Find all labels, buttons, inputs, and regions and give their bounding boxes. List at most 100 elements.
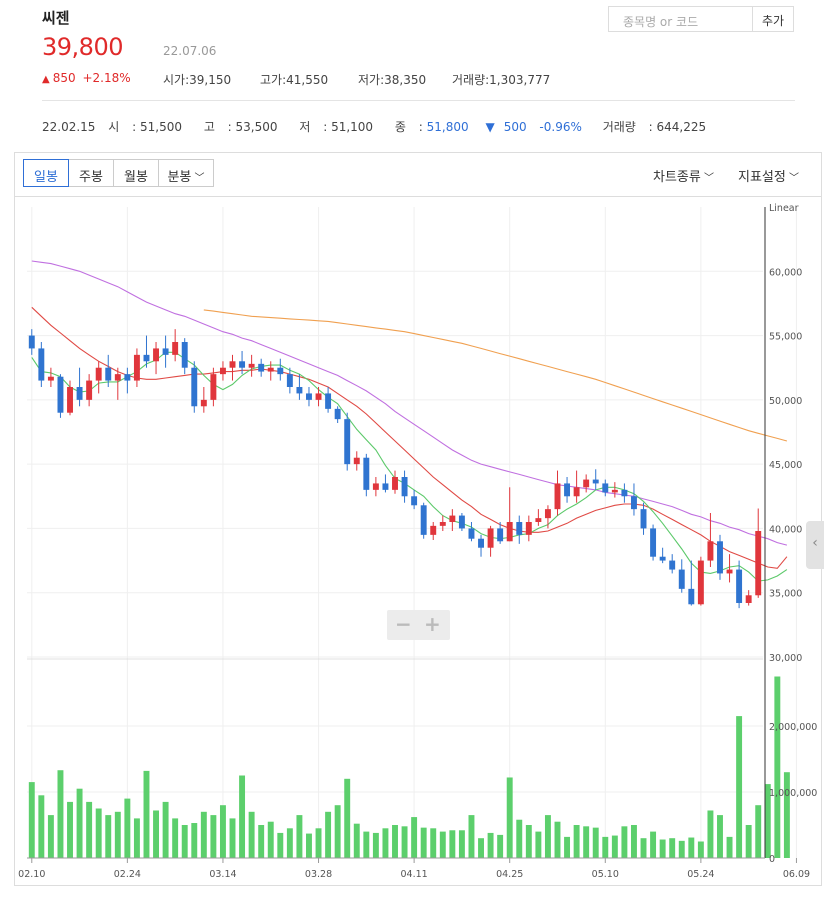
x-tick-label: 05.24: [687, 869, 714, 880]
candle-body: [229, 361, 236, 368]
candle-body: [277, 367, 284, 375]
candle-body: [267, 367, 274, 372]
volume-bar: [688, 837, 695, 858]
candle-body: [736, 569, 743, 603]
volume-bar: [172, 818, 179, 858]
candle: [630, 483, 637, 516]
candle-body: [172, 342, 179, 355]
high-label: 고가: [260, 73, 283, 87]
candle-body: [659, 556, 666, 561]
indicator-menu[interactable]: 지표설정 ﹀: [738, 170, 800, 185]
candle: [372, 477, 379, 497]
volume-bar: [697, 841, 704, 858]
candle-body: [248, 363, 255, 368]
candle-body: [525, 522, 532, 535]
volume-bar: [382, 828, 389, 858]
candle-body: [487, 528, 494, 548]
open-value: 39,150: [189, 73, 232, 87]
current-price: 39,800: [42, 33, 123, 61]
candle: [602, 479, 609, 497]
volume-label: 거래량: [452, 73, 486, 87]
candle: [153, 342, 160, 375]
candle: [717, 534, 723, 580]
volume-bar: [334, 805, 341, 858]
volume-bar: [430, 828, 437, 858]
volume-bar: [669, 838, 676, 858]
candle: [726, 554, 733, 583]
candle-body: [315, 393, 322, 400]
candle-body: [401, 477, 408, 497]
candle-body: [478, 538, 484, 548]
hover-change: ▼ 500 -0.96%: [485, 120, 582, 134]
volume-tick-label: 2,000,000: [769, 722, 817, 733]
volume-bar: [133, 818, 140, 858]
candle-body: [114, 374, 121, 381]
candle: [38, 342, 45, 387]
candle: [28, 329, 35, 355]
price-change: ▲ 850 +2.18%: [42, 71, 131, 85]
volume-bar: [564, 836, 571, 858]
chart-type-menu[interactable]: 차트종류 ﹀: [653, 170, 715, 185]
tab-minute[interactable]: 분봉 ﹀: [158, 159, 214, 187]
volume-bar: [258, 825, 265, 858]
volume-bar: [621, 826, 628, 858]
candle-body: [468, 528, 475, 539]
hover-quote-row: 22.02.15 시 : 51,500 고 : 53,500 저 : 51,10…: [42, 118, 724, 135]
x-tick-label: 05.10: [592, 869, 619, 880]
volume-bar: [363, 831, 370, 858]
candle: [430, 522, 437, 540]
candle: [458, 513, 465, 531]
candle-body: [602, 483, 609, 493]
volume-bar: [200, 811, 207, 858]
candle: [248, 354, 255, 377]
candle-body: [296, 387, 303, 394]
low-label: 저가: [358, 73, 381, 87]
candle: [200, 387, 207, 413]
candle-body: [124, 374, 131, 381]
candle-body: [583, 479, 590, 488]
candle: [697, 556, 704, 606]
add-button[interactable]: 추가: [753, 6, 794, 32]
zoom-in-button[interactable]: +: [424, 612, 441, 636]
candle: [439, 515, 446, 531]
tab-daily[interactable]: 일봉: [23, 159, 69, 187]
candle-body: [286, 374, 293, 387]
tab-weekly[interactable]: 주봉: [68, 159, 114, 187]
candle: [382, 474, 389, 493]
volume-bar: [659, 839, 666, 858]
volume-bar: [143, 770, 150, 858]
candle-body: [449, 515, 456, 522]
price-tick-label: 40,000: [769, 524, 802, 535]
candle-body: [411, 496, 418, 506]
candle: [468, 522, 475, 542]
volume-tick-label: 1,000,000: [769, 788, 817, 799]
candle: [315, 387, 322, 407]
candle-body: [497, 528, 504, 542]
candle-body: [76, 387, 83, 400]
candle: [650, 524, 657, 561]
candle-body: [458, 515, 465, 529]
volume-value: 1,303,777: [489, 73, 551, 87]
search-input[interactable]: 종목명 or 코드: [608, 6, 753, 32]
candle: [267, 361, 274, 381]
volume-bar: [583, 826, 590, 858]
candle-body: [38, 348, 45, 381]
candle: [573, 470, 580, 503]
zoom-control: − +: [387, 610, 450, 640]
volume-bar: [38, 795, 45, 858]
side-panel-toggle[interactable]: ‹: [806, 521, 824, 569]
tab-monthly[interactable]: 월봉: [113, 159, 159, 187]
zoom-out-button[interactable]: −: [395, 612, 412, 636]
candle: [143, 335, 150, 368]
candle-body: [325, 393, 332, 409]
price-tick-label: 45,000: [769, 460, 802, 471]
volume-bar: [774, 676, 781, 858]
volume-bar: [47, 815, 54, 858]
candle: [219, 361, 226, 381]
volume-bar: [124, 798, 131, 858]
candle-body: [573, 487, 580, 497]
volume-bar: [736, 716, 743, 858]
candle-body: [363, 457, 370, 490]
candle: [745, 590, 752, 606]
